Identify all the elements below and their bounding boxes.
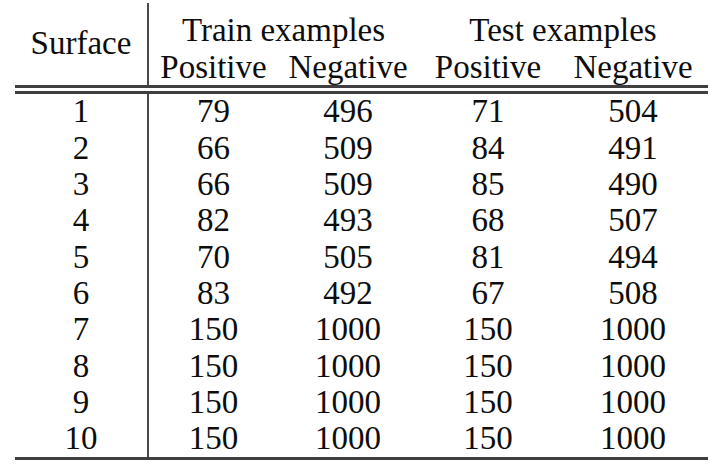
surface-cell: 2 xyxy=(15,130,148,166)
train-positive-header: Positive xyxy=(148,50,278,89)
train-positive-cell: 70 xyxy=(148,239,278,275)
test-negative-cell: 507 xyxy=(558,203,708,239)
train-negative-cell: 1000 xyxy=(278,311,418,347)
test-positive-cell: 81 xyxy=(418,239,558,275)
table-body: 1 79 496 71 504 2 66 509 84 491 3 66 509… xyxy=(15,89,708,458)
test-positive-cell: 67 xyxy=(418,275,558,311)
table-row: 5 70 505 81 494 xyxy=(15,239,708,275)
surface-column-header: Surface xyxy=(15,3,148,89)
train-positive-cell: 83 xyxy=(148,275,278,311)
table-row: 9 150 1000 150 1000 xyxy=(15,384,708,420)
surface-cell: 8 xyxy=(15,348,148,384)
surface-cell: 10 xyxy=(15,420,148,458)
train-negative-cell: 509 xyxy=(278,130,418,166)
test-positive-cell: 150 xyxy=(418,348,558,384)
train-negative-cell: 1000 xyxy=(278,384,418,420)
test-positive-cell: 150 xyxy=(418,420,558,458)
train-positive-cell: 66 xyxy=(148,166,278,202)
train-positive-cell: 82 xyxy=(148,203,278,239)
test-positive-header: Positive xyxy=(418,50,558,89)
test-positive-cell: 150 xyxy=(418,384,558,420)
surface-cell: 9 xyxy=(15,384,148,420)
train-negative-cell: 493 xyxy=(278,203,418,239)
surface-cell: 4 xyxy=(15,203,148,239)
test-negative-cell: 504 xyxy=(558,89,708,130)
surface-cell: 3 xyxy=(15,166,148,202)
train-positive-cell: 150 xyxy=(148,384,278,420)
test-examples-group-header: Test examples xyxy=(418,3,708,50)
table-row: 3 66 509 85 490 xyxy=(15,166,708,202)
table-row: 6 83 492 67 508 xyxy=(15,275,708,311)
surface-cell: 6 xyxy=(15,275,148,311)
train-negative-cell: 1000 xyxy=(278,348,418,384)
test-negative-header: Negative xyxy=(558,50,708,89)
test-positive-cell: 84 xyxy=(418,130,558,166)
test-negative-cell: 1000 xyxy=(558,311,708,347)
table-row: 7 150 1000 150 1000 xyxy=(15,311,708,347)
test-negative-cell: 508 xyxy=(558,275,708,311)
paper-page: Surface Train examples Test examples Pos… xyxy=(0,0,725,475)
table-row: 4 82 493 68 507 xyxy=(15,203,708,239)
table-row: 1 79 496 71 504 xyxy=(15,89,708,130)
train-positive-cell: 150 xyxy=(148,311,278,347)
train-positive-cell: 150 xyxy=(148,420,278,458)
train-negative-cell: 496 xyxy=(278,89,418,130)
train-negative-cell: 1000 xyxy=(278,420,418,458)
train-examples-group-header: Train examples xyxy=(148,3,418,50)
train-negative-cell: 505 xyxy=(278,239,418,275)
train-negative-cell: 509 xyxy=(278,166,418,202)
test-negative-cell: 491 xyxy=(558,130,708,166)
test-negative-cell: 494 xyxy=(558,239,708,275)
surface-cell: 1 xyxy=(15,89,148,130)
examples-table: Surface Train examples Test examples Pos… xyxy=(15,3,708,460)
test-positive-cell: 71 xyxy=(418,89,558,130)
train-positive-cell: 150 xyxy=(148,348,278,384)
train-negative-header: Negative xyxy=(278,50,418,89)
test-positive-cell: 150 xyxy=(418,311,558,347)
train-positive-cell: 79 xyxy=(148,89,278,130)
surface-cell: 7 xyxy=(15,311,148,347)
test-negative-cell: 490 xyxy=(558,166,708,202)
table-row: 2 66 509 84 491 xyxy=(15,130,708,166)
test-positive-cell: 68 xyxy=(418,203,558,239)
table-header: Surface Train examples Test examples Pos… xyxy=(15,3,708,89)
test-negative-cell: 1000 xyxy=(558,348,708,384)
group-header-row: Surface Train examples Test examples xyxy=(15,3,708,50)
table-row: 10 150 1000 150 1000 xyxy=(15,420,708,458)
train-positive-cell: 66 xyxy=(148,130,278,166)
test-positive-cell: 85 xyxy=(418,166,558,202)
surface-cell: 5 xyxy=(15,239,148,275)
train-negative-cell: 492 xyxy=(278,275,418,311)
test-negative-cell: 1000 xyxy=(558,420,708,458)
test-negative-cell: 1000 xyxy=(558,384,708,420)
table-row: 8 150 1000 150 1000 xyxy=(15,348,708,384)
